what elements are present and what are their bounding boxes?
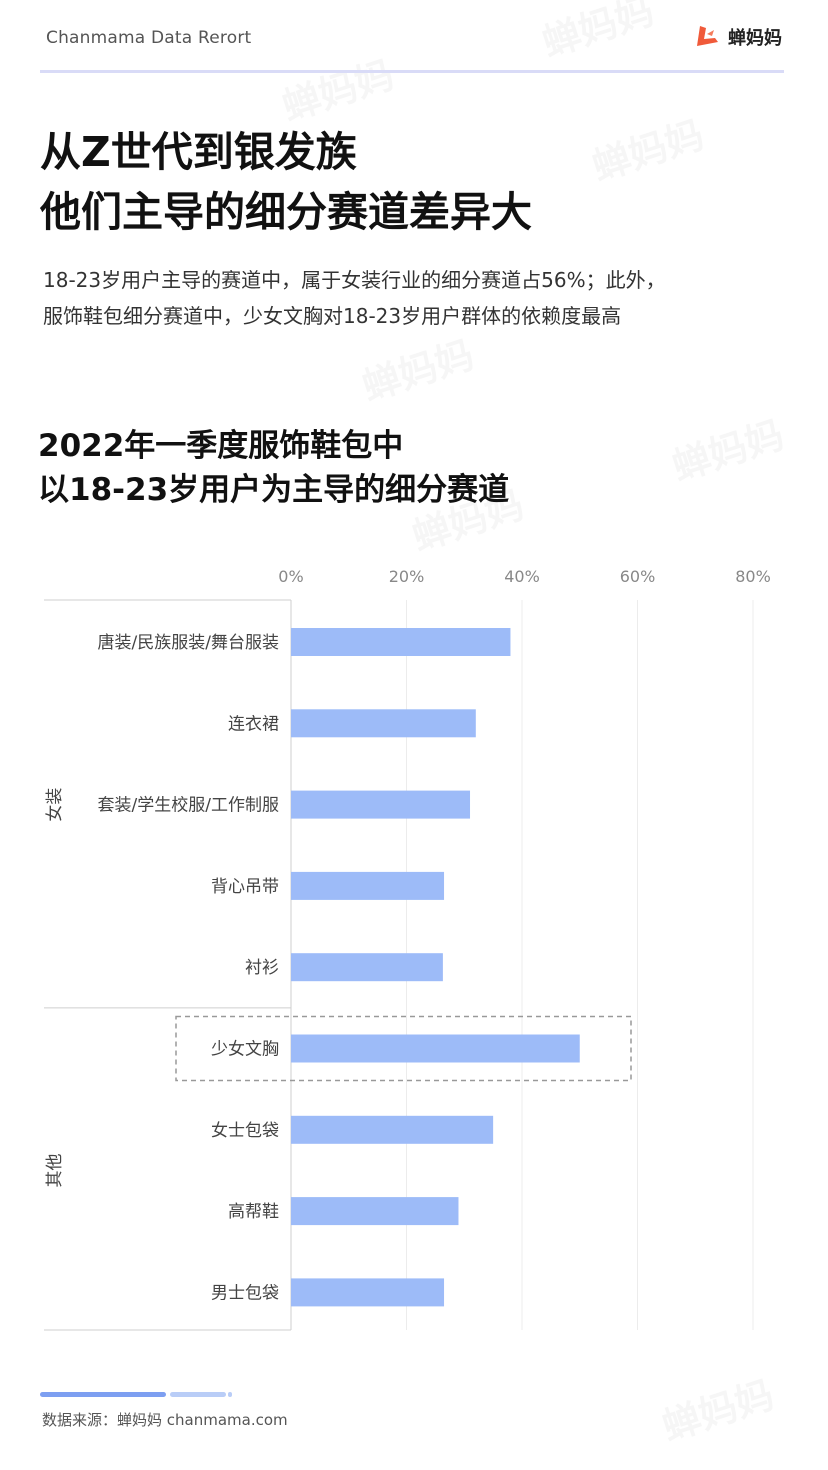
watermark: 蝉妈妈 [274, 44, 399, 132]
bar [291, 1034, 580, 1063]
footer-accent-bar [228, 1392, 232, 1397]
category-label: 女士包袋 [211, 1121, 279, 1141]
x-tick-label: 20% [389, 567, 425, 586]
x-tick-label: 40% [504, 567, 540, 586]
bar [291, 1278, 445, 1307]
data-source: 数据来源：蝉妈妈 chanmama.com [42, 1411, 288, 1429]
header-divider [40, 70, 784, 73]
page-subtitle: 18-23岁用户主导的赛道中，属于女装行业的细分赛道占56%；此外， 服饰鞋包细… [43, 262, 803, 334]
brand-logo-text: 蝉妈妈 [728, 28, 782, 49]
x-tick-label: 80% [735, 567, 771, 586]
category-label: 背心吊带 [211, 877, 279, 897]
bar [291, 1197, 459, 1226]
page-title-line1: 从Z世代到银发族 [40, 128, 357, 176]
chanmama-logo-icon [697, 26, 718, 46]
x-tick-label: 60% [620, 567, 656, 586]
category-label: 男士包袋 [211, 1283, 279, 1303]
highlight-box [175, 1015, 632, 1082]
bar-chart: 0% 20% 40% 60% 80% 唐装/民族服装/舞台服装连衣裙套装/学生校服/工作制… [44, 567, 771, 1331]
bar [291, 628, 511, 656]
category-label: 套装/学生校服/工作制服 [98, 796, 279, 816]
page-subtitle-line2: 服饰鞋包细分赛道中，少女文胸对18-23岁用户群体的依赖度最高 [43, 304, 622, 328]
group-label: 女装 [45, 788, 65, 822]
category-label: 唐装/民族服装/舞台服装 [98, 632, 279, 653]
category-label: 连衣裙 [228, 714, 279, 734]
report-brand: Chanmama Data Rerort [46, 28, 252, 48]
brand-logo: 蝉妈妈 [694, 24, 782, 50]
watermark: 蝉妈妈 [654, 1364, 779, 1452]
footer-accent-bar [170, 1392, 226, 1397]
category-label: 高帮鞋 [228, 1202, 279, 1222]
watermark: 蝉妈妈 [354, 324, 479, 412]
page-title-line2: 他们主导的细分赛道差异大 [40, 188, 532, 236]
watermark: 蝉妈妈 [534, 0, 659, 67]
bar [291, 871, 445, 900]
bar [291, 1115, 494, 1144]
category-label: 少女文胸 [211, 1040, 279, 1060]
footer-accent-bar [40, 1392, 166, 1397]
bar [291, 709, 476, 738]
chart-title-line1: 2022年一季度服饰鞋包中 [38, 428, 404, 464]
bar [291, 953, 443, 982]
bar [291, 790, 471, 819]
page-title: 从Z世代到银发族 他们主导的细分赛道差异大 [40, 122, 800, 242]
page-subtitle-line1: 18-23岁用户主导的赛道中，属于女装行业的细分赛道占56%；此外， [43, 268, 666, 292]
category-label: 衬衫 [245, 958, 279, 978]
chart-title: 2022年一季度服饰鞋包中 以18-23岁用户为主导的细分赛道 [38, 424, 738, 512]
x-tick-label: 0% [278, 567, 303, 586]
group-label: 其他 [45, 1153, 65, 1187]
chart-title-line2: 以18-23岁用户为主导的细分赛道 [38, 472, 510, 508]
